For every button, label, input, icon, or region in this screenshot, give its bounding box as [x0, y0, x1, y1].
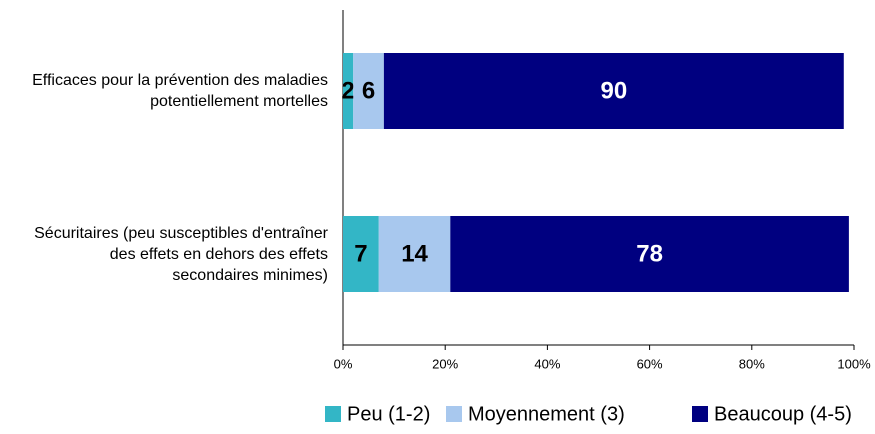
bar-segment	[450, 216, 849, 292]
x-tick-label: 20%	[432, 356, 458, 371]
category-label: Sécuritaires (peu susceptibles d'entraîn…	[34, 224, 328, 284]
data-label: 90	[600, 77, 627, 104]
bar-segment	[383, 53, 844, 129]
legend-label: Peu (1-2)	[347, 403, 430, 425]
bar-segment	[378, 216, 451, 292]
x-tick-label: 80%	[739, 356, 765, 371]
category-label: Efficaces pour la prévention des maladie…	[32, 72, 328, 110]
legend-swatch	[446, 406, 462, 422]
x-tick-label: 40%	[534, 356, 560, 371]
data-label: 2	[341, 77, 354, 104]
x-tick-label: 0%	[334, 356, 353, 371]
legend-swatch	[692, 406, 708, 422]
data-label: 6	[362, 77, 375, 104]
data-label: 7	[354, 240, 367, 267]
bar-segment	[343, 53, 354, 129]
x-tick-label: 100%	[837, 356, 871, 371]
data-label: 78	[636, 240, 663, 267]
data-label: 14	[401, 240, 428, 267]
legend-label: Moyennement (3)	[468, 403, 625, 425]
bar-segment	[343, 216, 379, 292]
x-tick-label: 60%	[637, 356, 663, 371]
legend-swatch	[325, 406, 341, 422]
legend-label: Beaucoup (4-5)	[714, 403, 852, 425]
bar-segment	[353, 53, 384, 129]
